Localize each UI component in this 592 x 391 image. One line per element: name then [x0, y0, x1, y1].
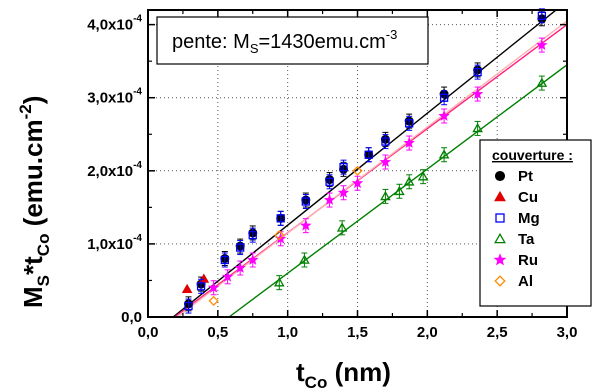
point-al	[352, 165, 363, 176]
legend-marker-pt	[494, 170, 506, 182]
point-al	[274, 230, 285, 241]
y-axis-title-end: )	[18, 96, 48, 105]
x-tick-label: 1,0	[277, 324, 298, 341]
point-ta	[394, 185, 405, 196]
legend-marker-al	[494, 275, 506, 287]
legend-label-cu: Cu	[518, 189, 538, 206]
point-mg	[439, 93, 449, 102]
point-al	[208, 295, 219, 307]
point-mg	[196, 282, 206, 291]
point-mg	[325, 177, 334, 186]
point-ru	[300, 219, 312, 231]
point-ru	[337, 186, 350, 198]
legend: couverture : Pt Cu Mg Ta Ru Al	[479, 139, 592, 307]
point-ru	[536, 39, 548, 50]
point-mg	[301, 197, 310, 206]
x-tick-label: 0,5	[207, 324, 228, 341]
x-tick-labels: 0,0 0,5 1,0 1,5 2,0 2,5 3,0	[138, 324, 578, 341]
point-ta	[536, 77, 548, 87]
point-mg	[364, 150, 373, 159]
x-tick-label: 0,0	[138, 324, 159, 341]
point-ru	[438, 109, 450, 121]
annotation-prefix: pente: M	[172, 31, 250, 53]
y-axis-title-rest: (emu.cm	[18, 119, 48, 233]
point-ru	[221, 270, 234, 282]
legend-label-al: Al	[518, 273, 533, 290]
point-ru	[234, 262, 246, 273]
point-ru	[471, 88, 484, 99]
point-ru	[379, 156, 392, 167]
legend-marker-ta	[494, 232, 506, 244]
annotation-sup: -3	[386, 27, 398, 42]
slope-annotation: pente: MS=1430emu.cm-3	[156, 16, 429, 65]
y-axis-title-sub1: S	[34, 275, 53, 286]
point-mg	[537, 11, 547, 20]
legend-label-ta: Ta	[518, 231, 535, 248]
point-ta	[336, 222, 348, 232]
x-tick-label: 3,0	[557, 324, 578, 341]
point-cu	[181, 283, 193, 294]
y-axis-title: MS*tCo (emu.cm-2)	[16, 96, 53, 308]
x-tick-label: 1,5	[347, 324, 368, 341]
point-ta	[438, 149, 450, 159]
point-ta	[417, 171, 429, 181]
point-mg	[220, 255, 229, 265]
point-mg	[276, 214, 285, 223]
point-ru	[323, 194, 336, 205]
y-axis-title-sup: -2	[16, 104, 35, 119]
point-mg	[248, 230, 257, 240]
y-tick-label: 0,0	[121, 309, 142, 326]
x-tick-label: 2,5	[487, 324, 508, 341]
fit-line	[172, 10, 558, 317]
point-ta	[299, 254, 310, 264]
legend-title: couverture :	[492, 147, 573, 163]
y-tick-label: 1,0x10-4	[87, 233, 142, 253]
legend-label-ru: Ru	[518, 252, 538, 269]
legend-marker-cu	[494, 190, 506, 202]
x-axis-title-main: t	[296, 357, 305, 387]
data-points	[181, 8, 548, 314]
point-mg	[473, 67, 482, 77]
point-ru	[207, 281, 220, 293]
point-ta	[403, 176, 415, 186]
fit-line	[228, 64, 567, 317]
y-tick-label: 3,0x10-4	[87, 87, 142, 107]
point-ru	[351, 177, 364, 189]
point-ta	[273, 277, 285, 287]
svg-text:pente: MS=1430emu.cm-3: pente: MS=1430emu.cm-3	[172, 27, 397, 56]
point-ta	[472, 122, 483, 133]
point-mg	[339, 163, 348, 172]
legend-marker-mg	[495, 213, 505, 223]
y-tick-labels: 0,0 1,0x10-4 2,0x10-4 3,0x10-4 4,0x10-4	[87, 14, 142, 326]
point-ru	[247, 253, 259, 265]
y-tick-label: 2,0x10-4	[87, 160, 142, 180]
x-tick-label: 2,0	[417, 324, 438, 341]
legend-label-pt: Pt	[518, 168, 533, 185]
x-axis-title-sub: Co	[305, 373, 328, 391]
point-ta	[380, 190, 391, 201]
y-axis-title-mid: *t	[18, 256, 48, 275]
point-ru	[403, 137, 415, 148]
y-tick-label: 4,0x10-4	[87, 14, 142, 34]
legend-label-mg: Mg	[518, 210, 540, 227]
annotation-sub: S	[250, 41, 259, 56]
point-cu	[198, 273, 210, 283]
point-mg	[236, 243, 245, 252]
y-axis-title-main: M	[18, 286, 48, 308]
y-axis-title-sub2: Co	[34, 234, 53, 257]
point-mg	[381, 137, 390, 146]
x-axis-title-rest: (nm)	[327, 357, 391, 387]
point-mg	[184, 301, 193, 311]
point-mg	[405, 119, 414, 128]
annotation-rest: =1430emu.cm	[259, 31, 386, 53]
x-axis-title: tCo (nm)	[296, 357, 391, 391]
legend-marker-ru	[493, 253, 507, 266]
